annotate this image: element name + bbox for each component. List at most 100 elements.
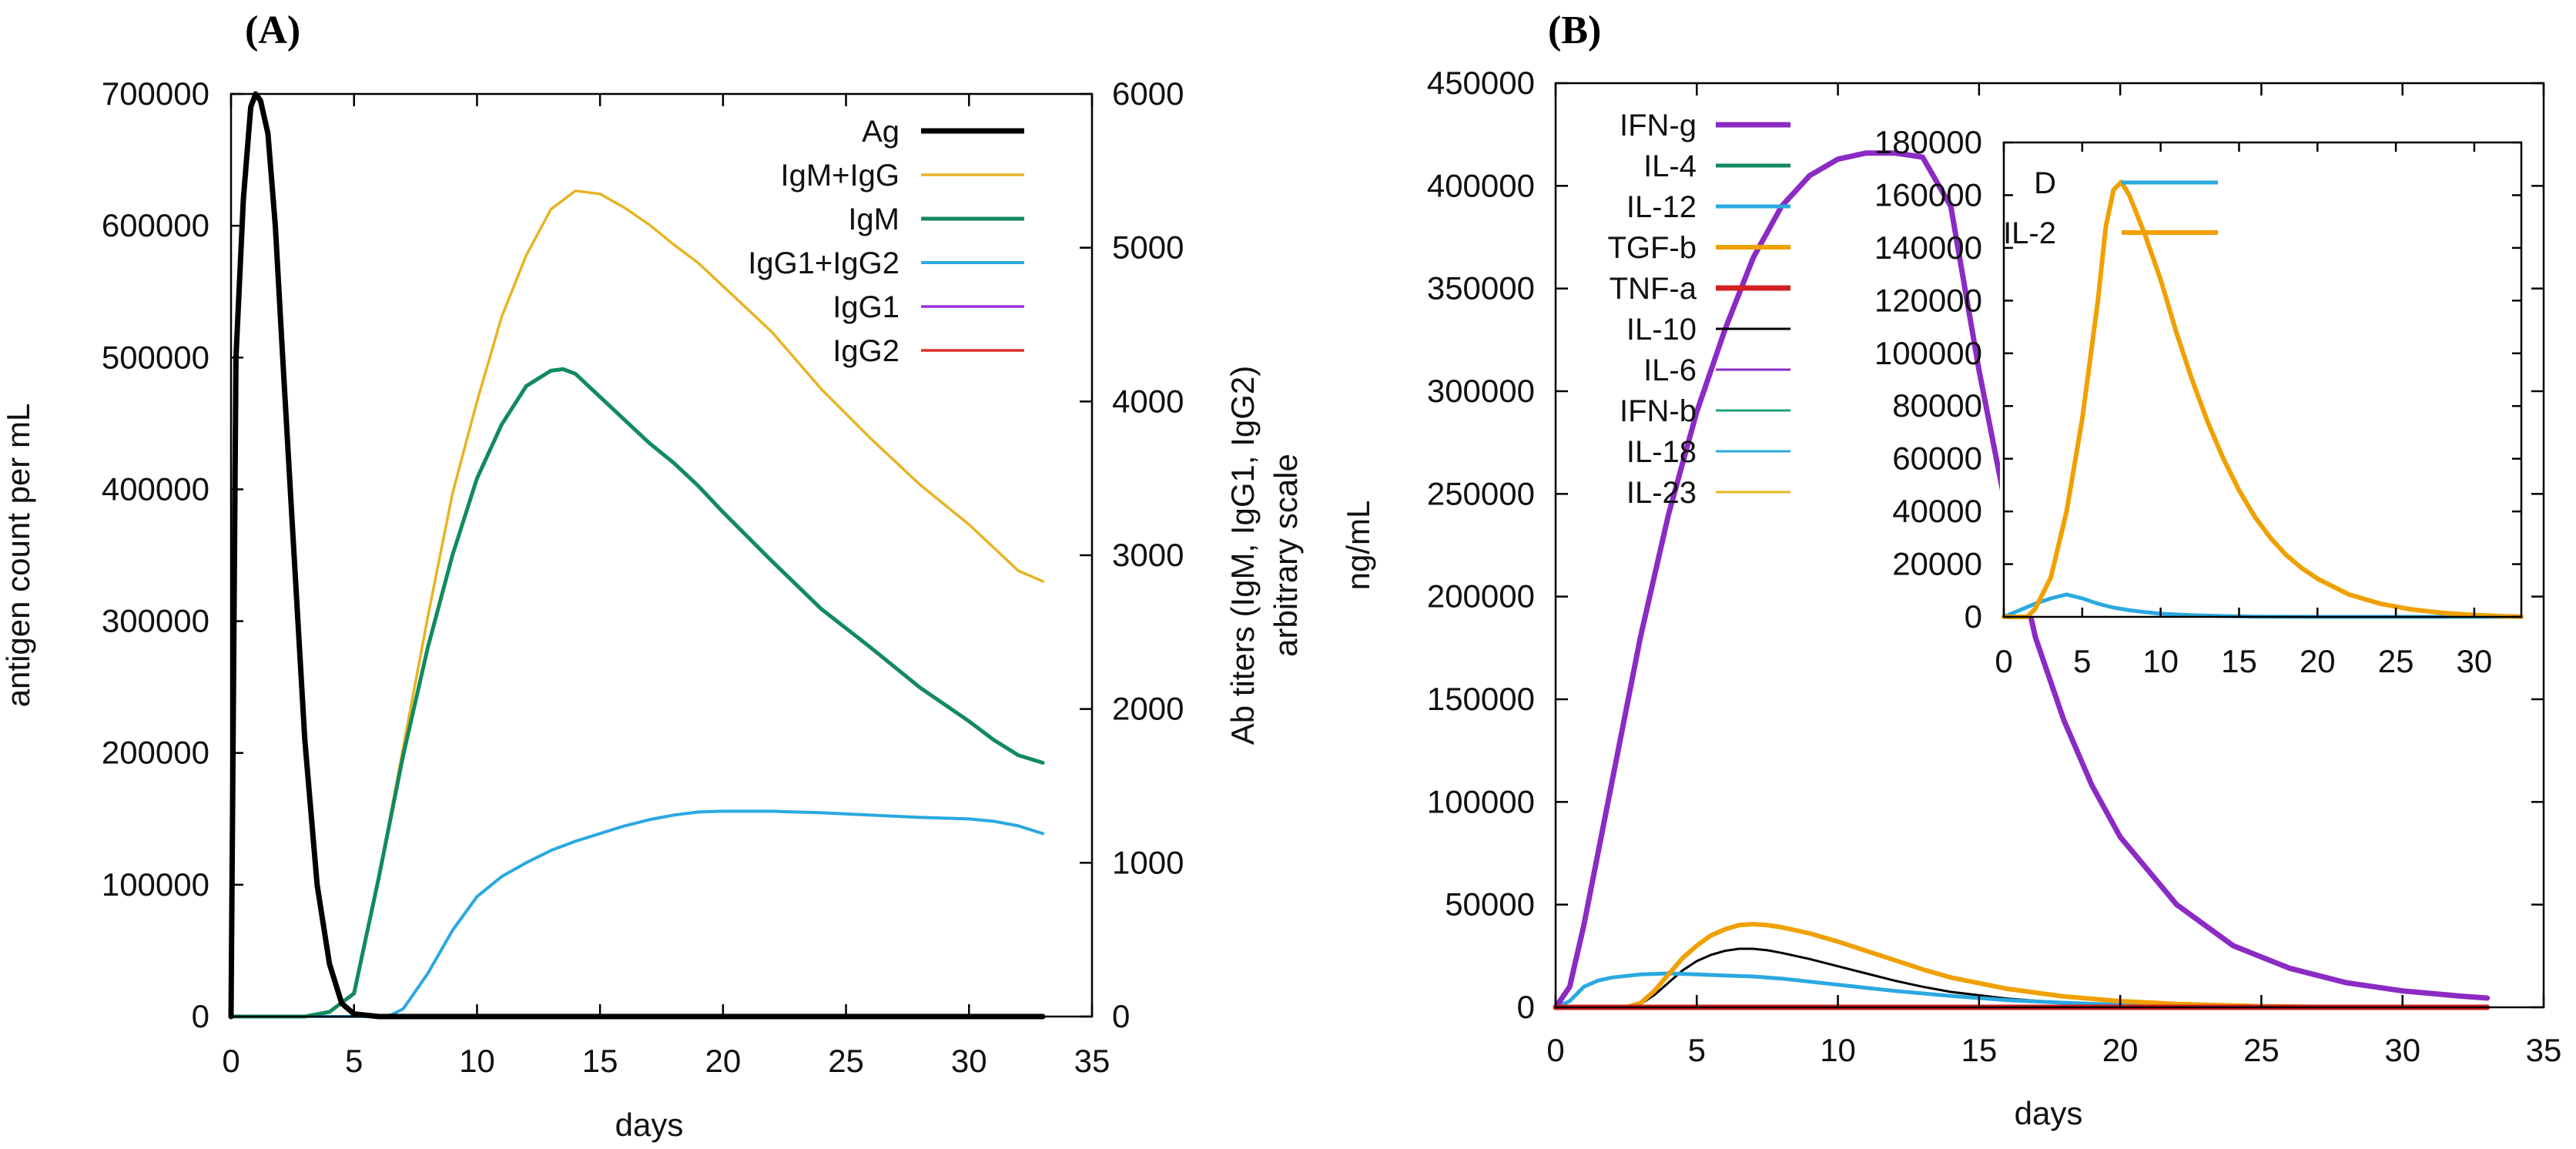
panel-a-right-y-tick-label: 6000 — [1112, 75, 1184, 112]
panel-b-series-ifn-g — [1553, 150, 2491, 1010]
panel-b-legend-label-ifn-g: IFN-g — [1620, 109, 1697, 142]
panel-b-legend-label-il-6: IL-6 — [1643, 353, 1697, 387]
panel-b-x-tick-label: 0 — [1546, 1032, 1564, 1068]
panel-b-x-tick-label: 20 — [2102, 1032, 2139, 1068]
panel-b-legend-label-il-4: IL-4 — [1643, 149, 1697, 183]
panel-a-right-y-tick-label: 5000 — [1112, 229, 1184, 266]
panel-a-legend-label-igm-igg: IgM+IgG — [780, 159, 899, 193]
panel-a-left-y-tick-label: 500000 — [102, 339, 209, 375]
panel-b-legend-label-ifn-b: IFN-b — [1620, 394, 1697, 428]
panel-b-inset-x-tick-label: 30 — [2457, 643, 2493, 679]
panel-a-series-igg1 — [229, 809, 1044, 1018]
panel-b-left-y-tick-label: 50000 — [1445, 886, 1535, 923]
panel-b-inset-legend: D IL-2 — [2003, 166, 2218, 250]
panel-b-inset-left-y-tick-label: 120000 — [1874, 282, 1982, 318]
panel-b-inset-x-tick-label: 5 — [2073, 643, 2091, 679]
panel-b-legend-label-il-12: IL-12 — [1626, 190, 1697, 224]
panel-a-left-y-tick-label: 0 — [192, 998, 209, 1034]
panel-b-inset: 0 5 10 15 20 25 30 0 20000 40000 60000 80000 100000 1… — [1874, 124, 2524, 679]
panel-b-inset-legend-label-d: D — [2034, 166, 2056, 200]
panel-a-right-y-tick-label: 1000 — [1112, 844, 1184, 880]
panel-a-left-y-tick-label: 300000 — [102, 603, 209, 639]
panel-a-label: (A) — [245, 8, 300, 52]
panel-a-left-y-tick-label: 700000 — [102, 75, 209, 112]
panel-a-x-tick-label: 20 — [705, 1043, 741, 1079]
panel-a-right-y-axis-label-line1: Ab titers (IgM, IgG1, IgG2) — [1224, 366, 1261, 745]
panel-b-inset-legend-label-il-2: IL-2 — [2003, 216, 2056, 250]
panel-b-inset-series-il-2 — [2002, 179, 2524, 619]
panel-a-x-tick-label: 15 — [582, 1043, 618, 1079]
panel-a-left-y-tick-label: 600000 — [102, 207, 209, 243]
panel-b-x-tick-label: 35 — [2526, 1032, 2562, 1068]
panel-a-series-igm-igg — [229, 189, 1044, 1018]
panel-a-right-y-tick-label: 2000 — [1112, 691, 1184, 727]
panel-b-x-tick-label: 15 — [1961, 1032, 1997, 1068]
panel-b-inset-x-tick-label: 25 — [2378, 643, 2414, 679]
panel-a-right-y-axis-label-line2: arbitrary scale — [1268, 454, 1304, 657]
panel-b-left-y-tick-label: 250000 — [1427, 475, 1535, 511]
panel-b-label: (B) — [1548, 8, 1601, 52]
panel-a-x-axis-label: days — [615, 1107, 684, 1143]
panel-b-left-y-tick-label: 100000 — [1427, 783, 1535, 819]
panel-a-chart: 0 5 10 15 20 25 30 3501000002000003000004000005… — [0, 75, 1304, 1143]
panel-b-inset-left-y-tick-label: 140000 — [1874, 229, 1982, 266]
panel-b-left-y-tick-label: 150000 — [1427, 681, 1535, 717]
panel-b-inset-x-tick-label: 20 — [2300, 643, 2336, 679]
panel-b-inset-left-y-tick-label: 60000 — [1892, 441, 1982, 477]
panel-b-legend-label-tnf-a: TNF-a — [1610, 272, 1697, 306]
panel-b-inset-left-y-tick-label: 80000 — [1892, 387, 1982, 424]
panel-b-inset-x-tick-label: 15 — [2221, 643, 2257, 679]
panel-b-inset-left-y-tick-label: 160000 — [1874, 176, 1982, 213]
panel-a-x-tick-label: 10 — [459, 1043, 495, 1079]
panel-b-left-y-tick-label: 0 — [1517, 989, 1535, 1025]
panel-a-x-tick-label: 0 — [222, 1043, 240, 1079]
panel-a-x-tick-label: 25 — [828, 1043, 864, 1079]
panel-a-left-y-axis-label: antigen count per mL — [0, 404, 36, 708]
panel-a-legend: Ag IgM+IgG IgM IgG1+IgG2 IgG1 IgG2 — [748, 115, 1024, 368]
panel-b-legend-label-il-18: IL-18 — [1626, 435, 1697, 469]
panel-b-inset-x-tick-label: 10 — [2142, 643, 2179, 679]
panel-b-left-y-tick-label: 200000 — [1427, 578, 1535, 615]
panel-a-x-tick-label: 5 — [345, 1043, 363, 1079]
panel-b-inset-ticks: 0 5 10 15 20 25 30 0 20000 40000 60000 80000 100000 1… — [1874, 124, 2521, 679]
panel-b-left-y-tick-label: 300000 — [1427, 373, 1535, 409]
panel-b-ticks: 0 5 10 15 20 25 30 3505000010000015000020000025… — [1427, 65, 2562, 1068]
panel-b-left-y-tick-label: 350000 — [1427, 270, 1535, 307]
panel-a-left-y-tick-label: 400000 — [102, 471, 209, 507]
panel-a-right-y-tick-label: 0 — [1112, 998, 1130, 1034]
panel-a-right-y-tick-label: 3000 — [1112, 537, 1184, 573]
panel-b-x-tick-label: 10 — [1820, 1032, 1856, 1068]
panel-b-inset-left-y-tick-label: 0 — [1965, 598, 1982, 635]
panel-b-x-tick-label: 5 — [1688, 1032, 1706, 1068]
panel-b-inset-x-tick-label: 0 — [1995, 643, 2012, 679]
panel-b-inset-background — [2000, 139, 2521, 616]
panel-a-plot-frame — [229, 92, 1094, 1018]
panel-a-right-y-tick-label: 4000 — [1112, 383, 1184, 419]
panel-b-chart: 0 5 10 15 20 25 30 3505000010000015000020000025… — [1340, 65, 2561, 1131]
panel-b-series-tgf-b — [1553, 922, 2490, 1010]
panel-b-legend-label-tgf-b: TGF-b — [1607, 231, 1697, 265]
panel-a-legend-label-igg2: IgG2 — [832, 334, 899, 368]
panel-a-left-y-tick-label: 100000 — [102, 866, 209, 903]
panel-b-inset-frame — [2002, 141, 2523, 618]
panel-b-legend-label-il-23: IL-23 — [1626, 476, 1697, 510]
panel-b-inset-left-y-tick-label: 100000 — [1874, 335, 1982, 371]
panel-a-left-y-tick-label: 200000 — [102, 735, 209, 771]
panel-b-left-y-tick-label: 450000 — [1427, 65, 1535, 101]
panel-a-legend-label-igm: IgM — [848, 203, 899, 236]
panel-b-legend: IFN-g IL-4 IL-12 TGF-b TNF-a IL-10 IL-6 IFN-b IL… — [1607, 109, 1790, 510]
panel-b-inset-left-y-tick-label: 20000 — [1892, 546, 1982, 582]
panel-a-x-tick-label: 30 — [951, 1043, 987, 1079]
panel-a-series-igm — [229, 367, 1045, 1019]
panel-b-left-y-tick-label: 400000 — [1427, 167, 1535, 203]
panel-b-inset-left-y-tick-label: 180000 — [1874, 124, 1982, 160]
panel-a-ticks: 0 5 10 15 20 25 30 3501000002000003000004000005… — [102, 75, 1184, 1079]
panel-a-legend-label-igg1: IgG1 — [832, 290, 899, 324]
panel-b-x-tick-label: 30 — [2384, 1032, 2420, 1068]
panel-b-x-axis-label: days — [2015, 1095, 2083, 1131]
panel-b-y-axis-label: ng/mL — [1340, 501, 1376, 591]
panel-b-series-il-10 — [1554, 947, 2489, 1009]
panel-a-legend-label-ag: Ag — [862, 115, 899, 149]
panel-a-series-layer — [228, 91, 1046, 1020]
